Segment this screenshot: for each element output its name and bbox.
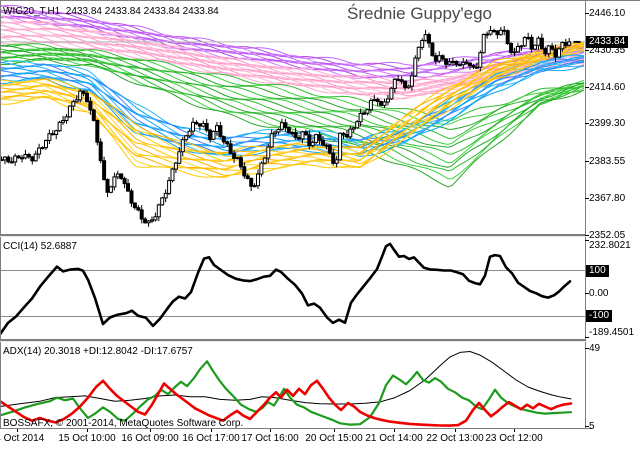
price-axis-label: 2414.60 [589, 82, 626, 93]
adx-panel-separator[interactable] [0, 339, 586, 342]
window-top-border [0, 0, 640, 1]
last-close-marker [573, 40, 581, 43]
adx-plot [1, 351, 573, 427]
main-plot [1, 5, 585, 227]
axis-tick [585, 293, 589, 294]
price-axis-label: 232.8021 [589, 240, 631, 251]
axis-tick [585, 50, 589, 51]
window-left-border [0, 0, 1, 429]
time-axis-tick [394, 429, 395, 432]
time-axis-tick [17, 429, 18, 432]
price-axis-label: 0.00 [589, 288, 609, 299]
axis-tick [585, 240, 589, 241]
copyright-label: BOSSAFX, © 2001-2014, MetaQuotes Softwar… [3, 418, 244, 429]
cci-level-badge: 100 [586, 265, 609, 277]
price-axis-label: 2430.35 [589, 45, 626, 56]
axis-tick [585, 337, 589, 338]
axis-tick [585, 235, 589, 236]
time-axis-tick [455, 429, 456, 432]
time-axis-label: 17 Oct 16:00 [241, 433, 299, 444]
time-axis-label: 21 Oct 14:00 [365, 433, 423, 444]
price-axis-label: 2383.55 [589, 156, 626, 167]
current-price-badge: 2433.84 [586, 36, 629, 48]
price-axis-label: 49 [589, 343, 601, 354]
axis-tick [585, 348, 589, 349]
time-axis-label: 23 Oct 12:00 [485, 433, 543, 444]
time-axis-label: 14 Oct 2014 [0, 433, 45, 444]
time-axis-tick [334, 429, 335, 432]
price-axis-label: 2399.30 [589, 118, 626, 129]
symbol-ohlc-line: WIG20_T,H1 2433.84 2433.84 2433.84 2433.… [3, 6, 219, 17]
axis-tick [585, 198, 589, 199]
cci-indicator-label: CCI(14) 52.6887 [3, 241, 77, 252]
axis-tick [585, 87, 589, 88]
candles [1, 25, 572, 227]
time-axis-label: 20 Oct 15:00 [305, 433, 363, 444]
axis-tick [585, 13, 589, 14]
time-axis-label: 15 Oct 10:00 [58, 433, 116, 444]
chart-title: Średnie Guppy'ego [347, 4, 493, 23]
price-axis-label: 2446.10 [589, 8, 626, 19]
price-axis-label: -189.4501 [589, 327, 635, 338]
adx-indicator-label: ADX(14) 20.3018 +DI:12.8042 -DI:17.6757 [3, 346, 193, 357]
price-axis-divider [585, 0, 586, 429]
time-axis-label: 16 Oct 17:00 [182, 433, 240, 444]
cci-plot [1, 242, 585, 336]
time-axis-line [0, 428, 592, 429]
time-axis-tick [211, 429, 212, 432]
axis-tick [585, 426, 589, 427]
time-axis-label: 16 Oct 09:00 [121, 433, 179, 444]
axis-tick [585, 161, 589, 162]
cci-panel-separator[interactable] [0, 234, 586, 237]
price-axis-label: 5 [589, 421, 595, 432]
price-axis-label: 2352.05 [589, 230, 626, 241]
time-axis-tick [270, 429, 271, 432]
time-axis-tick [514, 429, 515, 432]
time-axis-label: 22 Oct 13:00 [426, 433, 484, 444]
time-axis-tick [87, 429, 88, 432]
time-axis-tick [150, 429, 151, 432]
price-axis-label: 2367.80 [589, 193, 626, 204]
guppy-ribbon [1, 5, 585, 188]
axis-tick [585, 123, 589, 124]
cci-level-badge: -100 [586, 310, 613, 322]
